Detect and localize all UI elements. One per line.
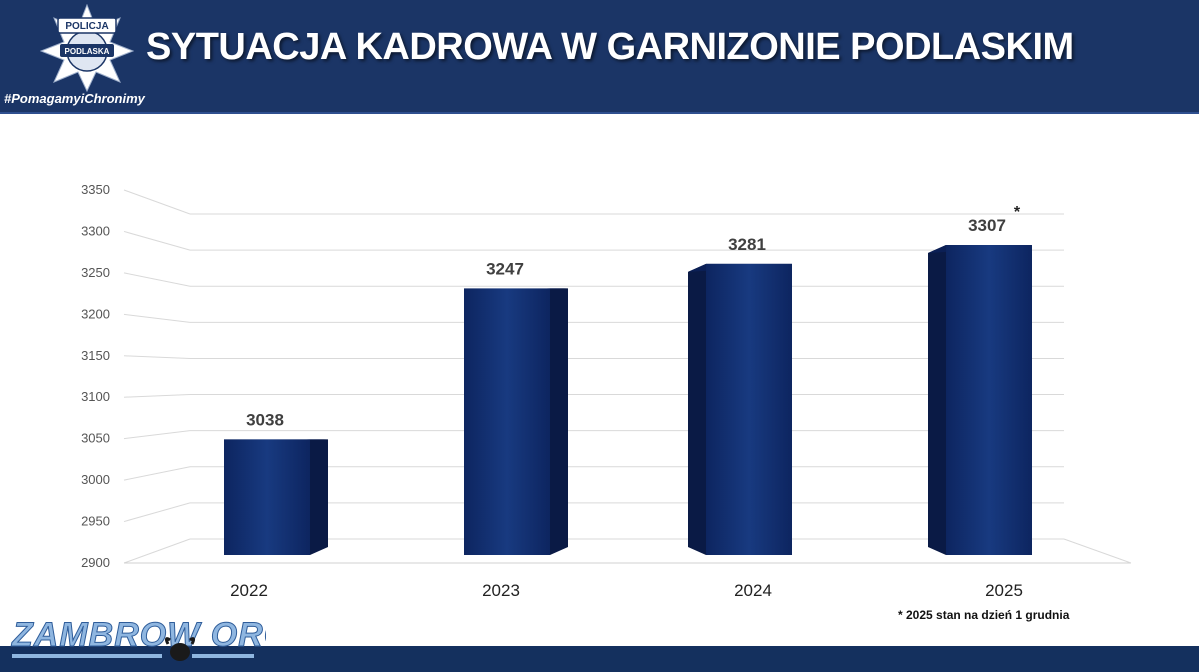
bar-chart: 2900 2950 3000 3050 3100 3150 3200 3250 3300 3350… [81,182,1132,600]
svg-text:ZAMBROW ORG: ZAMBROW ORG [11,616,266,654]
data-label: 3247 [486,259,524,278]
y-tick-label: 2950 [81,514,110,529]
y-tick-label: 3100 [81,389,110,404]
bar-side-face [688,263,706,555]
bar-side-face [550,288,568,555]
gridline-diagonal [123,189,191,215]
y-tick-label: 3200 [81,306,110,321]
gridline-diagonal [123,355,191,359]
bar-front-face [464,288,550,555]
x-tick-label: 2025 [985,581,1023,600]
data-label: 3281 [728,235,766,254]
x-tick-label: 2023 [482,581,520,600]
bar-2024 [688,263,792,555]
gridline-diagonal [1063,538,1132,564]
y-tick-label: 3350 [81,182,110,197]
svg-text:POLICJA: POLICJA [65,21,108,32]
footer-bar [0,646,1199,672]
y-tick-label: 3000 [81,472,110,487]
y-tick-label: 3150 [81,348,110,363]
data-label: 3307 [968,216,1006,235]
x-tick-label: 2024 [734,581,772,600]
y-tick-label: 3300 [81,223,110,238]
footnote-asterisk: * [1014,204,1021,221]
gridline-diagonal [123,502,191,523]
gridline-diagonal [123,538,191,564]
gridline-diagonal [123,230,191,251]
bar-2025 [928,245,1032,556]
bison-icon [164,637,196,661]
bar-front-face [224,439,310,555]
bar-front-face [946,245,1032,556]
page-title: SYTUACJA KADROWA W GARNIZONIE PODLASKIM [146,26,1074,68]
data-label: 3038 [246,410,284,429]
svg-text:PODLASKA: PODLASKA [65,47,110,56]
bar-front-face [706,263,792,555]
police-badge-icon: POLICJA PODLASKA [40,4,134,92]
y-tick-label: 2900 [81,555,110,570]
zambrow-watermark: ZAMBROW ORG [11,616,266,661]
y-tick-label: 3050 [81,431,110,446]
gridline-diagonal [123,313,191,323]
x-tick-label: 2022 [230,581,268,600]
chart-footnote: * 2025 stan na dzień 1 grudnia [898,608,1070,622]
bar-2023 [464,288,568,555]
gridline-diagonal [123,466,191,481]
bar-2022 [224,439,328,555]
gridline-diagonal [123,430,191,440]
y-tick-label: 3250 [81,265,110,280]
hashtag-label: #PomagamyiChronimy [4,91,145,106]
bar-side-face [928,245,946,556]
header-bar: POLICJA PODLASKA SYTUACJA KADROWA W GARN… [0,0,1199,114]
gridline-diagonal [123,394,191,398]
bar-side-face [310,439,328,555]
gridline-diagonal [123,272,191,287]
